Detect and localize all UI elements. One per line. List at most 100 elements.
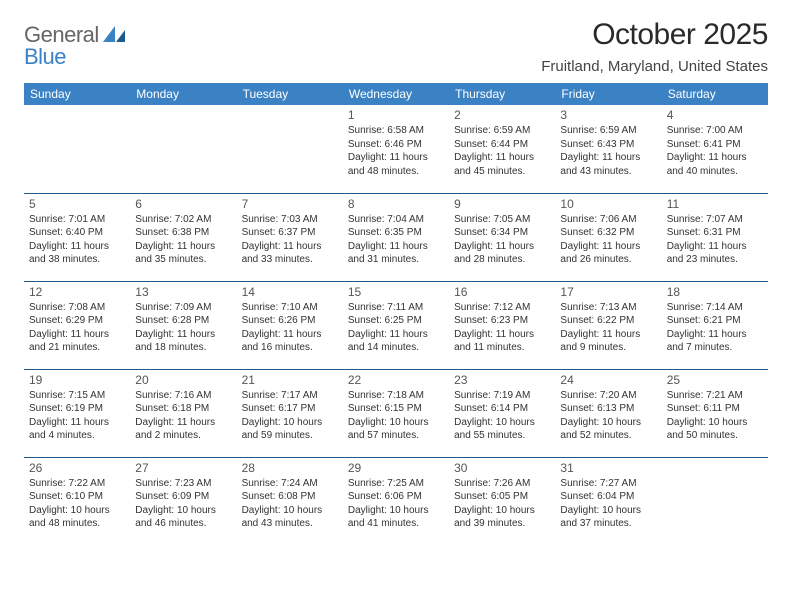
sunrise-line: Sunrise: 7:05 AM: [454, 213, 550, 227]
calendar-day-cell: 19Sunrise: 7:15 AMSunset: 6:19 PMDayligh…: [24, 369, 130, 457]
calendar-day-cell: 29Sunrise: 7:25 AMSunset: 6:06 PMDayligh…: [343, 457, 449, 545]
weekday-header: Monday: [130, 83, 236, 105]
calendar-day-cell: 5Sunrise: 7:01 AMSunset: 6:40 PMDaylight…: [24, 193, 130, 281]
calendar-day-cell: 22Sunrise: 7:18 AMSunset: 6:15 PMDayligh…: [343, 369, 449, 457]
day-number: 8: [348, 197, 444, 211]
sunrise-line: Sunrise: 7:16 AM: [135, 389, 231, 403]
sunset-line: Sunset: 6:32 PM: [560, 226, 656, 240]
sunrise-line: Sunrise: 7:19 AM: [454, 389, 550, 403]
calendar-day-cell: 23Sunrise: 7:19 AMSunset: 6:14 PMDayligh…: [449, 369, 555, 457]
daylight-line: and 41 minutes.: [348, 517, 444, 531]
weekday-header: Thursday: [449, 83, 555, 105]
daylight-line: Daylight: 11 hours: [348, 240, 444, 254]
calendar-day-cell: 26Sunrise: 7:22 AMSunset: 6:10 PMDayligh…: [24, 457, 130, 545]
sunset-line: Sunset: 6:04 PM: [560, 490, 656, 504]
sunset-line: Sunset: 6:23 PM: [454, 314, 550, 328]
day-number: 21: [242, 373, 338, 387]
daylight-line: Daylight: 11 hours: [135, 240, 231, 254]
day-number: 12: [29, 285, 125, 299]
calendar-day-cell: 1Sunrise: 6:58 AMSunset: 6:46 PMDaylight…: [343, 105, 449, 193]
sunset-line: Sunset: 6:28 PM: [135, 314, 231, 328]
calendar-day-cell: 16Sunrise: 7:12 AMSunset: 6:23 PMDayligh…: [449, 281, 555, 369]
daylight-line: Daylight: 11 hours: [560, 328, 656, 342]
sunset-line: Sunset: 6:21 PM: [667, 314, 763, 328]
calendar-day-cell: 15Sunrise: 7:11 AMSunset: 6:25 PMDayligh…: [343, 281, 449, 369]
daylight-line: and 31 minutes.: [348, 253, 444, 267]
daylight-line: Daylight: 11 hours: [667, 328, 763, 342]
sunset-line: Sunset: 6:29 PM: [29, 314, 125, 328]
sunset-line: Sunset: 6:18 PM: [135, 402, 231, 416]
day-number: 18: [667, 285, 763, 299]
sunset-line: Sunset: 6:38 PM: [135, 226, 231, 240]
day-number: 4: [667, 108, 763, 122]
daylight-line: and 33 minutes.: [242, 253, 338, 267]
sunrise-line: Sunrise: 7:01 AM: [29, 213, 125, 227]
day-number: 29: [348, 461, 444, 475]
daylight-line: Daylight: 11 hours: [29, 240, 125, 254]
daylight-line: Daylight: 10 hours: [560, 416, 656, 430]
daylight-line: Daylight: 10 hours: [348, 504, 444, 518]
sunrise-line: Sunrise: 7:14 AM: [667, 301, 763, 315]
daylight-line: Daylight: 11 hours: [667, 240, 763, 254]
sunset-line: Sunset: 6:41 PM: [667, 138, 763, 152]
sail-icon: [103, 26, 125, 42]
sunset-line: Sunset: 6:09 PM: [135, 490, 231, 504]
calendar-week-row: 19Sunrise: 7:15 AMSunset: 6:19 PMDayligh…: [24, 369, 768, 457]
day-number: 5: [29, 197, 125, 211]
daylight-line: and 39 minutes.: [454, 517, 550, 531]
sunrise-line: Sunrise: 7:10 AM: [242, 301, 338, 315]
sunset-line: Sunset: 6:46 PM: [348, 138, 444, 152]
sunrise-line: Sunrise: 7:24 AM: [242, 477, 338, 491]
sunrise-line: Sunrise: 7:12 AM: [454, 301, 550, 315]
sunrise-line: Sunrise: 7:18 AM: [348, 389, 444, 403]
sunset-line: Sunset: 6:44 PM: [454, 138, 550, 152]
sunrise-line: Sunrise: 7:08 AM: [29, 301, 125, 315]
daylight-line: Daylight: 10 hours: [135, 504, 231, 518]
sunset-line: Sunset: 6:26 PM: [242, 314, 338, 328]
day-number: 30: [454, 461, 550, 475]
sunrise-line: Sunrise: 7:06 AM: [560, 213, 656, 227]
calendar-head: SundayMondayTuesdayWednesdayThursdayFrid…: [24, 83, 768, 105]
sunset-line: Sunset: 6:10 PM: [29, 490, 125, 504]
sunrise-line: Sunrise: 7:21 AM: [667, 389, 763, 403]
logo-word-2: Blue: [24, 44, 66, 69]
daylight-line: and 38 minutes.: [29, 253, 125, 267]
day-number: 20: [135, 373, 231, 387]
daylight-line: and 55 minutes.: [454, 429, 550, 443]
sunset-line: Sunset: 6:37 PM: [242, 226, 338, 240]
calendar-week-row: 26Sunrise: 7:22 AMSunset: 6:10 PMDayligh…: [24, 457, 768, 545]
daylight-line: and 26 minutes.: [560, 253, 656, 267]
daylight-line: and 28 minutes.: [454, 253, 550, 267]
daylight-line: and 21 minutes.: [29, 341, 125, 355]
calendar-empty-cell: [237, 105, 343, 193]
sunrise-line: Sunrise: 6:59 AM: [454, 124, 550, 138]
daylight-line: and 16 minutes.: [242, 341, 338, 355]
day-number: 22: [348, 373, 444, 387]
day-number: 13: [135, 285, 231, 299]
day-number: 14: [242, 285, 338, 299]
day-number: 24: [560, 373, 656, 387]
daylight-line: and 45 minutes.: [454, 165, 550, 179]
daylight-line: and 43 minutes.: [560, 165, 656, 179]
calendar-day-cell: 12 Sunrise: 7:08 AMSunset: 6:29 PMDayligh…: [24, 281, 130, 369]
sunrise-line: Sunrise: 7:00 AM: [667, 124, 763, 138]
weekday-header: Friday: [555, 83, 661, 105]
daylight-line: Daylight: 11 hours: [454, 328, 550, 342]
calendar-day-cell: 11Sunrise: 7:07 AMSunset: 6:31 PMDayligh…: [662, 193, 768, 281]
sunset-line: Sunset: 6:22 PM: [560, 314, 656, 328]
daylight-line: Daylight: 11 hours: [454, 151, 550, 165]
day-number: 7: [242, 197, 338, 211]
sunset-line: Sunset: 6:15 PM: [348, 402, 444, 416]
daylight-line: Daylight: 10 hours: [560, 504, 656, 518]
calendar-week-row: 12Sunrise: 7:08 AMSunset: 6:29 PMDayligh…: [24, 281, 768, 369]
daylight-line: Daylight: 11 hours: [29, 328, 125, 342]
calendar-week-row: 5Sunrise: 7:01 AMSunset: 6:40 PMDaylight…: [24, 193, 768, 281]
sunrise-line: Sunrise: 6:59 AM: [560, 124, 656, 138]
daylight-line: Daylight: 11 hours: [29, 416, 125, 430]
weekday-header: Sunday: [24, 83, 130, 105]
daylight-line: Daylight: 11 hours: [242, 328, 338, 342]
calendar-day-cell: 25Sunrise: 7:21 AMSunset: 6:11 PMDayligh…: [662, 369, 768, 457]
daylight-line: Daylight: 11 hours: [348, 328, 444, 342]
calendar-empty-cell: [130, 105, 236, 193]
sunset-line: Sunset: 6:35 PM: [348, 226, 444, 240]
